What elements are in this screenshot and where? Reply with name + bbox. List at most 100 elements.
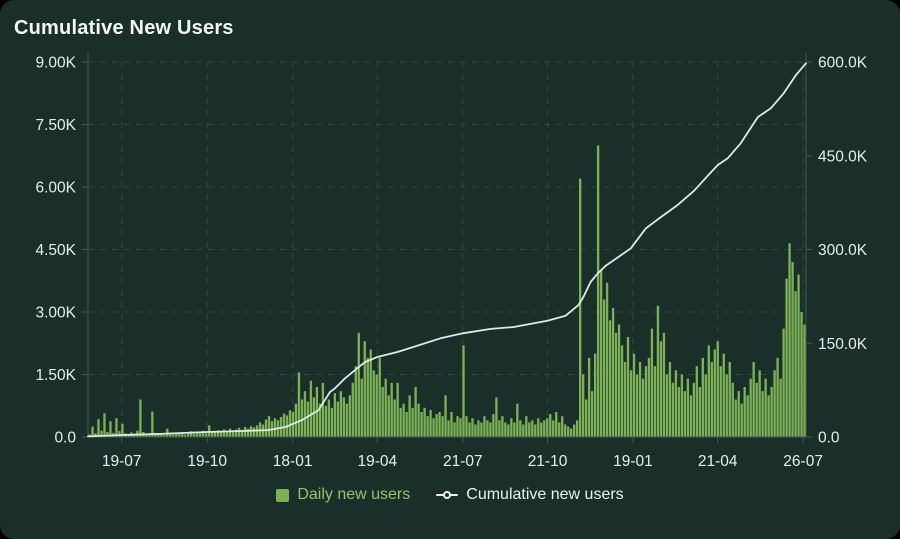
bar: [420, 412, 423, 437]
bar: [782, 328, 785, 437]
bar: [570, 428, 573, 437]
bar: [474, 424, 477, 437]
bar: [444, 395, 447, 437]
bar: [593, 353, 597, 437]
bar: [309, 380, 313, 437]
bar: [118, 431, 121, 437]
left-axis-tick-label: 4.50K: [35, 242, 76, 259]
bar: [722, 353, 725, 437]
x-axis-tick-label: 26-07: [783, 453, 823, 470]
bar: [109, 421, 112, 437]
bar: [728, 362, 731, 437]
bar: [614, 332, 618, 437]
gridlines: [88, 61, 806, 437]
bar: [202, 430, 205, 437]
bar: [339, 391, 342, 437]
legend-item-cumulative-new-users[interactable]: Cumulative new users: [436, 486, 624, 504]
bar: [360, 378, 363, 437]
bar: [561, 416, 564, 437]
bar: [234, 429, 238, 437]
bar: [662, 332, 666, 437]
right-axis-tick-label: 150.0K: [818, 336, 868, 353]
bar: [312, 397, 316, 437]
bar: [462, 345, 465, 437]
bar: [342, 397, 345, 437]
bar: [746, 395, 749, 437]
daily-new-users-bars[interactable]: [88, 145, 806, 438]
bar: [719, 366, 722, 437]
bar: [507, 424, 510, 437]
bar: [378, 357, 381, 437]
bar: [552, 420, 555, 437]
left-axis-tick-label: 0.0: [54, 430, 76, 447]
bar: [384, 378, 387, 437]
bar: [393, 399, 396, 437]
bar: [453, 422, 456, 437]
daily-bar-swatch-icon: [276, 488, 290, 502]
bar: [94, 433, 97, 437]
bar: [767, 395, 770, 437]
bar: [429, 409, 432, 437]
bar: [683, 391, 687, 437]
bar: [100, 430, 103, 437]
cumulative-line-marker-icon: [436, 489, 459, 501]
bar: [620, 345, 624, 437]
cumulative-new-users-line[interactable]: [87, 62, 807, 438]
bar: [587, 357, 591, 437]
bar: [776, 357, 779, 437]
bar: [330, 407, 334, 437]
bar: [303, 391, 307, 437]
bar: [626, 337, 630, 437]
bar: [578, 178, 582, 438]
bar: [106, 432, 109, 437]
bar: [351, 382, 354, 437]
x-axis-tick-label: 21-10: [528, 453, 568, 470]
bar: [665, 374, 669, 437]
bar: [510, 418, 513, 437]
bar: [187, 433, 190, 437]
bar: [408, 395, 411, 437]
bar: [163, 434, 166, 437]
bar: [749, 378, 752, 437]
bar: [237, 427, 241, 437]
bar: [638, 362, 642, 437]
bar: [306, 401, 310, 437]
bar: [240, 429, 244, 437]
bar: [513, 422, 516, 437]
bar: [671, 382, 675, 437]
bar: [686, 378, 690, 437]
bar: [225, 431, 229, 437]
bar: [447, 420, 450, 437]
bar: [531, 420, 534, 437]
bar: [456, 416, 459, 437]
legend-item-daily-new-users[interactable]: Daily new users: [276, 486, 410, 504]
bar: [647, 357, 651, 437]
x-axis-tick-label: 18-01: [273, 453, 313, 470]
bar: [677, 387, 681, 437]
bar: [555, 412, 558, 437]
legend-cumulative-label: Cumulative new users: [466, 486, 624, 503]
bar: [300, 399, 304, 437]
bar: [196, 432, 199, 437]
bar: [674, 370, 678, 437]
chart-legend: Daily new users Cumulative new users: [0, 486, 900, 504]
bar: [680, 374, 684, 437]
axes: [82, 53, 812, 443]
bar: [564, 424, 567, 437]
bar: [417, 403, 420, 437]
bar: [369, 349, 372, 437]
bar: [546, 418, 549, 437]
bar: [219, 432, 223, 437]
bar: [713, 349, 716, 437]
axis-labels: 0.0 1.50K 3.00K 4.50K 6.00K 7.50K 9.00K 0.0 150.…: [35, 55, 867, 471]
bar: [558, 422, 561, 437]
bar: [704, 374, 707, 437]
bar: [396, 382, 399, 437]
bar: [297, 372, 301, 437]
bar: [486, 420, 489, 437]
bar: [644, 366, 648, 437]
bar: [731, 382, 734, 437]
bar: [584, 399, 588, 437]
